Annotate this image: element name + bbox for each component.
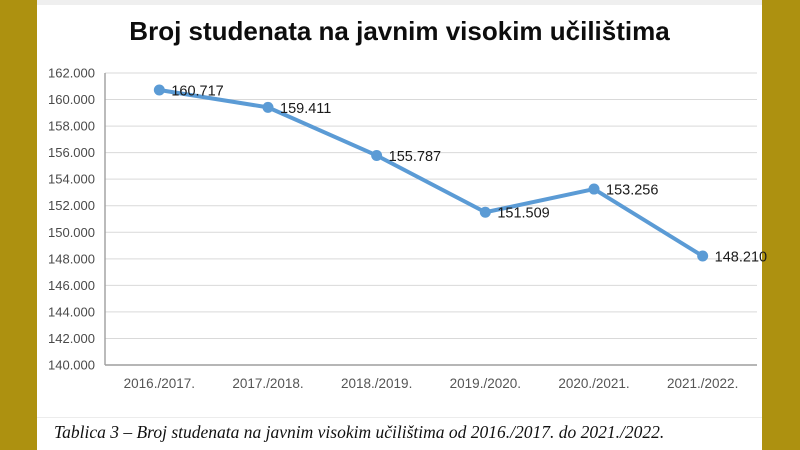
x-axis-category-label: 2017./2018.	[232, 376, 303, 391]
top-edge-strip	[37, 0, 762, 5]
right-gold-border	[762, 0, 800, 450]
left-gold-border	[0, 0, 37, 450]
y-axis-tick-label: 144.000	[48, 304, 95, 319]
caption-divider	[37, 417, 762, 418]
y-axis-tick-label: 152.000	[48, 198, 95, 213]
y-axis-tick-label: 158.000	[48, 119, 95, 134]
y-axis-tick-label: 148.000	[48, 251, 95, 266]
x-axis-category-label: 2016./2017.	[124, 376, 195, 391]
y-axis-tick-label: 146.000	[48, 278, 95, 293]
y-axis-tick-label: 156.000	[48, 145, 95, 160]
y-axis-tick-label: 142.000	[48, 331, 95, 346]
data-point-label: 155.787	[389, 149, 441, 165]
table-caption: Tablica 3 – Broj studenata na javnim vis…	[54, 422, 665, 442]
data-point	[153, 84, 165, 96]
y-axis-tick-label: 154.000	[48, 172, 95, 187]
data-line	[157, 88, 705, 259]
data-point	[371, 149, 383, 161]
data-point-label: 160.717	[171, 84, 223, 100]
y-axis-tick-label: 162.000	[48, 66, 95, 81]
y-axis-tick-label: 160.000	[48, 92, 95, 107]
data-point-label: 153.256	[606, 183, 658, 199]
x-axis-category-label: 2020./2021.	[558, 376, 629, 391]
data-point-label: 159.411	[280, 101, 331, 117]
data-point	[588, 183, 600, 195]
chart-title: Broj studenata na javnim visokim učilišt…	[129, 16, 670, 46]
x-axis-category-label: 2019./2020.	[450, 376, 521, 391]
y-axis-tick-label: 150.000	[48, 225, 95, 240]
data-point	[479, 206, 491, 218]
x-axis-category-label: 2018./2019.	[341, 376, 412, 391]
x-axis-category-label: 2021./2022.	[667, 376, 738, 391]
data-point-label: 151.509	[497, 206, 549, 222]
data-point-label: 148.210	[715, 250, 767, 266]
data-point	[262, 101, 274, 113]
y-axis-tick-label: 140.000	[48, 358, 95, 373]
data-point	[697, 250, 709, 262]
